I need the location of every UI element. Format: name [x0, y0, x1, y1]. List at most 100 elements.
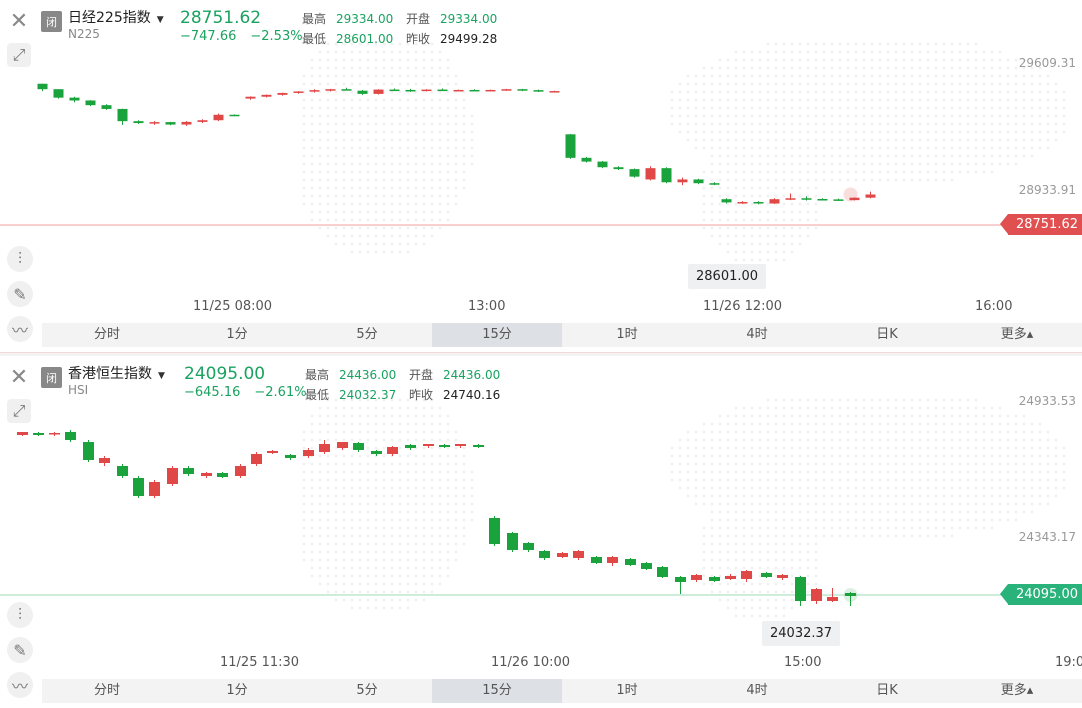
candle [557, 552, 568, 558]
line-tool-icon[interactable]: 〰 [7, 672, 33, 698]
candle-body [165, 122, 176, 125]
candle [741, 570, 752, 582]
tab-4hour[interactable]: 4时 [746, 327, 768, 342]
candle-body [251, 454, 262, 464]
candle-body [405, 445, 416, 448]
tab-5min[interactable]: 5分 [356, 327, 378, 342]
candle [83, 440, 94, 462]
candle-body [277, 92, 288, 95]
candle-body [845, 593, 856, 596]
open-label: 开盘 [409, 368, 434, 382]
candle-body [149, 482, 160, 496]
tab-timeshare[interactable]: 分时 [93, 327, 120, 342]
candle-body [337, 442, 348, 448]
tab-15min[interactable]: 15分 [432, 323, 562, 347]
prev-close-value: 24740.16 [443, 388, 501, 402]
tab-more[interactable]: 更多▴ [1000, 683, 1034, 698]
candle [387, 446, 398, 456]
candle [183, 466, 194, 476]
expand-icon[interactable]: ⤢ [7, 43, 31, 67]
close-icon[interactable]: ✕ [7, 9, 31, 34]
candle-body [37, 83, 48, 90]
candle [439, 444, 450, 448]
prev-close-label: 昨收 [406, 32, 431, 46]
low-label: 最低 [305, 388, 330, 402]
x-axis-label: 16:00 [975, 299, 1013, 314]
candle [37, 83, 48, 92]
tab-1hour[interactable]: 1时 [616, 683, 638, 698]
tab-1min[interactable]: 1分 [226, 683, 248, 698]
open-value: 24436.00 [443, 368, 501, 382]
tab-1hour[interactable]: 1时 [616, 327, 638, 342]
x-axis-label: 11/26 12:00 [703, 299, 783, 314]
candle [607, 556, 618, 566]
candle [709, 182, 720, 186]
candle [285, 454, 296, 460]
last-candle-glow [843, 588, 858, 602]
tab-4hour[interactable]: 4时 [746, 683, 768, 698]
open-label: 开盘 [406, 12, 431, 26]
candle [149, 480, 160, 498]
candle [423, 444, 434, 448]
x-axis-label: 11/25 08:00 [193, 299, 273, 314]
candle [181, 121, 192, 126]
close-icon[interactable]: ✕ [7, 365, 31, 390]
symbol-selector[interactable]: 香港恒生指数 ▼ [68, 363, 165, 383]
low-price-tooltip: 24032.37 [762, 621, 841, 646]
candle [565, 133, 576, 159]
candle [303, 448, 314, 458]
tab-daily[interactable]: 日K [876, 327, 898, 342]
candle [523, 542, 534, 552]
candle [235, 464, 246, 478]
candle-body [817, 199, 828, 201]
candle-body [245, 96, 256, 99]
pencil-icon[interactable]: ✎ [7, 637, 33, 663]
candlestick-chart[interactable] [0, 356, 1082, 656]
symbol-selector[interactable]: 日经225指数 ▼ [68, 7, 164, 27]
last-candle-glow [843, 187, 858, 202]
candle-body [581, 157, 592, 162]
tab-15min[interactable]: 15分 [432, 679, 562, 703]
pencil-icon[interactable]: ✎ [7, 281, 33, 307]
candle-body [373, 89, 384, 94]
world-map-background [302, 42, 1066, 262]
candlestick-chart[interactable] [0, 0, 1082, 300]
candle-body [523, 543, 534, 550]
symbol-code: N225 [68, 27, 100, 41]
candle-body [741, 571, 752, 579]
line-tool-icon[interactable]: 〰 [7, 316, 33, 342]
candle-body [865, 194, 876, 198]
candle [865, 191, 876, 199]
tab-5min[interactable]: 5分 [356, 683, 378, 698]
last-price: 24095.00 [184, 364, 266, 384]
candle [645, 166, 656, 181]
candle-body [437, 89, 448, 92]
candle-body [65, 432, 76, 440]
candle-body [753, 202, 764, 204]
candle-body [849, 197, 860, 201]
indicator-icon[interactable]: ⫶ [7, 246, 33, 272]
candle [309, 89, 320, 93]
candle-body [485, 89, 496, 92]
candle-body [197, 120, 208, 122]
candle-body [539, 551, 550, 558]
tab-daily[interactable]: 日K [876, 683, 898, 698]
x-axis-label: 15:00 [784, 655, 822, 670]
prev-close-value: 29499.28 [440, 32, 498, 46]
candle [353, 442, 364, 452]
candle [591, 556, 602, 564]
indicator-icon[interactable]: ⫶ [7, 602, 33, 628]
expand-icon[interactable]: ⤢ [7, 399, 31, 423]
tab-timeshare[interactable]: 分时 [93, 683, 120, 698]
candle-body [709, 183, 720, 185]
candle [455, 444, 466, 448]
y-axis-label: 28933.91 [1018, 183, 1076, 197]
candle-body [167, 468, 178, 484]
candle [489, 516, 500, 546]
nikkei-panel: ✕ ⤢ ⫶ ✎ 〰 闭 日经225指数 ▼ N225 28751.62 −747.… [0, 0, 1082, 352]
tab-1min[interactable]: 1分 [226, 327, 248, 342]
candle-body [53, 89, 64, 98]
tab-more[interactable]: 更多▴ [1000, 327, 1034, 342]
candle [625, 558, 636, 566]
candle-body [737, 202, 748, 204]
